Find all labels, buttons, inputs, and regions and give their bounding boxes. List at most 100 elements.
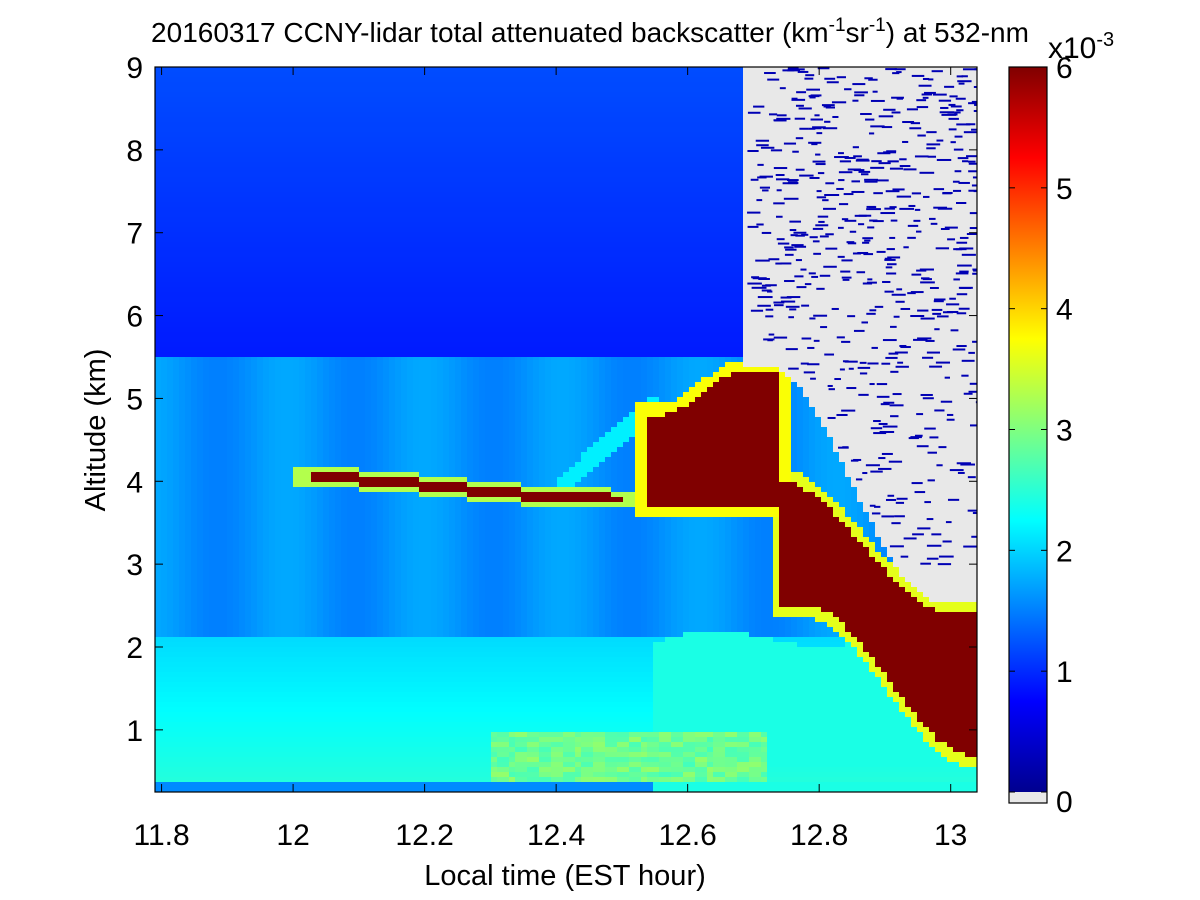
heatmap-cell bbox=[161, 472, 168, 478]
heatmap-cell bbox=[227, 447, 234, 453]
heatmap-cell bbox=[155, 327, 162, 333]
heatmap-cell bbox=[161, 442, 168, 448]
heatmap-cell bbox=[155, 102, 162, 108]
heatmap-cell bbox=[191, 767, 198, 773]
heatmap-cell bbox=[209, 352, 216, 358]
heatmap-cell bbox=[173, 232, 180, 238]
heatmap-cell bbox=[209, 437, 216, 443]
heatmap-cell bbox=[227, 712, 234, 718]
heatmap-cell bbox=[335, 117, 342, 123]
heatmap-cell bbox=[155, 72, 162, 78]
heatmap-cell bbox=[275, 702, 282, 708]
heatmap-cell bbox=[209, 512, 216, 518]
heatmap-cell bbox=[203, 532, 210, 538]
heatmap-cell bbox=[239, 552, 246, 558]
heatmap-cell bbox=[341, 322, 348, 328]
heatmap-cell bbox=[161, 282, 168, 288]
heatmap-cell bbox=[155, 167, 162, 173]
heatmap-cell bbox=[191, 122, 198, 128]
heatmap-cell bbox=[353, 157, 360, 163]
heatmap-cell bbox=[173, 762, 180, 768]
heatmap-cell bbox=[161, 347, 168, 353]
heatmap-cell bbox=[155, 602, 162, 608]
heatmap-cell bbox=[281, 672, 288, 678]
heatmap-cell bbox=[263, 597, 270, 603]
heatmap-cell bbox=[347, 317, 354, 323]
heatmap-cell bbox=[203, 322, 210, 328]
heatmap-cell bbox=[179, 647, 186, 653]
heatmap-cell bbox=[167, 262, 174, 268]
heatmap-cell bbox=[287, 432, 294, 438]
heatmap-cell bbox=[227, 317, 234, 323]
heatmap-cell bbox=[269, 127, 276, 133]
heatmap-cell bbox=[173, 662, 180, 668]
heatmap-cell bbox=[257, 442, 264, 448]
heatmap-cell bbox=[347, 67, 354, 73]
heatmap-cell bbox=[299, 332, 306, 338]
heatmap-cell bbox=[341, 682, 348, 688]
heatmap-cell bbox=[335, 622, 342, 628]
heatmap-cell bbox=[257, 77, 264, 83]
heatmap-cell bbox=[269, 777, 276, 783]
heatmap-cell bbox=[209, 532, 216, 538]
heatmap-cell bbox=[353, 422, 360, 428]
heatmap-cell bbox=[179, 477, 186, 483]
heatmap-cell bbox=[275, 582, 282, 588]
heatmap-cell bbox=[197, 562, 204, 568]
heatmap-cell bbox=[203, 327, 210, 333]
heatmap-cell bbox=[299, 727, 306, 733]
heatmap-cell bbox=[263, 292, 270, 298]
heatmap-cell bbox=[155, 677, 162, 683]
heatmap-cell bbox=[161, 307, 168, 313]
heatmap-cell bbox=[185, 532, 192, 538]
heatmap-cell bbox=[209, 747, 216, 753]
heatmap-cell bbox=[179, 342, 186, 348]
heatmap-cell bbox=[323, 77, 330, 83]
heatmap-cell bbox=[239, 87, 246, 93]
heatmap-cell bbox=[155, 142, 162, 148]
heatmap-cell bbox=[233, 677, 240, 683]
heatmap-cell bbox=[239, 782, 246, 788]
heatmap-cell bbox=[281, 497, 288, 503]
heatmap-cell bbox=[221, 652, 228, 658]
heatmap-cell bbox=[167, 182, 174, 188]
heatmap-cell bbox=[347, 482, 354, 488]
heatmap-cell bbox=[335, 742, 342, 748]
heatmap-cell bbox=[275, 137, 282, 143]
heatmap-cell bbox=[221, 302, 228, 308]
heatmap-cell bbox=[185, 77, 192, 83]
heatmap-cell bbox=[215, 177, 222, 183]
heatmap-cell bbox=[245, 237, 252, 243]
heatmap-cell bbox=[215, 112, 222, 118]
heatmap-cell bbox=[329, 157, 336, 163]
heatmap-cell bbox=[305, 282, 312, 288]
heatmap-cell bbox=[239, 502, 246, 508]
heatmap-cell bbox=[269, 72, 276, 78]
heatmap-cell bbox=[167, 732, 174, 738]
heatmap-cell bbox=[341, 102, 348, 108]
heatmap-cell bbox=[263, 392, 270, 398]
heatmap-cell bbox=[323, 122, 330, 128]
heatmap-cell bbox=[233, 457, 240, 463]
heatmap-cell bbox=[269, 352, 276, 358]
heatmap-cell bbox=[191, 87, 198, 93]
heatmap-cell bbox=[239, 562, 246, 568]
heatmap-cell bbox=[227, 157, 234, 163]
heatmap-cell bbox=[191, 692, 198, 698]
heatmap-cell bbox=[179, 77, 186, 83]
heatmap-cell bbox=[293, 542, 300, 548]
heatmap-cell bbox=[359, 202, 366, 208]
heatmap-cell bbox=[341, 632, 348, 638]
heatmap-cell bbox=[275, 402, 282, 408]
heatmap-cell bbox=[269, 577, 276, 583]
heatmap-cell bbox=[311, 777, 318, 783]
heatmap-cell bbox=[239, 477, 246, 483]
heatmap-cell bbox=[209, 482, 216, 488]
heatmap-cell bbox=[269, 192, 276, 198]
heatmap-cell bbox=[281, 127, 288, 133]
heatmap-cell bbox=[251, 212, 258, 218]
heatmap-cell bbox=[323, 247, 330, 253]
heatmap-cell bbox=[251, 362, 258, 368]
heatmap-cell bbox=[323, 177, 330, 183]
heatmap-cell bbox=[311, 622, 318, 628]
